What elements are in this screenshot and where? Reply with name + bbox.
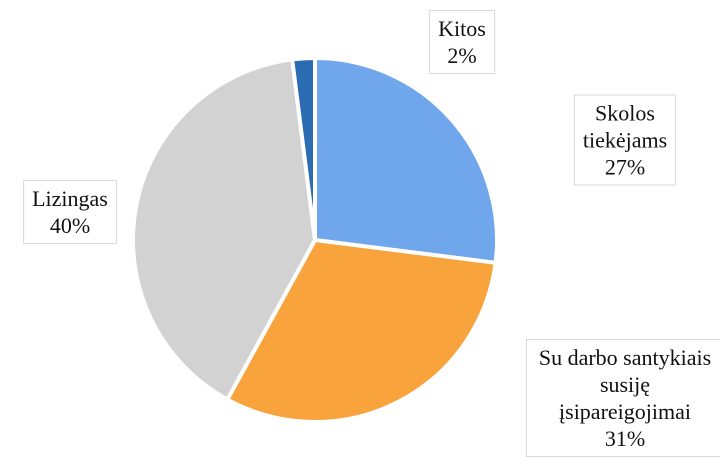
slice-label: Lizingas 40% xyxy=(23,180,117,244)
slice-label: Kitos 2% xyxy=(429,10,495,74)
slice-percent: 31% xyxy=(604,426,646,451)
pie-slice xyxy=(313,55,499,266)
slice-percent: 27% xyxy=(604,154,646,180)
slice-percent: 2% xyxy=(447,43,477,68)
slice-percent: 40% xyxy=(49,213,91,238)
pie-slice xyxy=(289,55,317,241)
slice-name: Kitos xyxy=(438,16,486,41)
slice-name: Su darbo santykiais susiję įsipareigojim… xyxy=(538,345,712,424)
slice-label: Su darbo santykiais susiję įsipareigojim… xyxy=(526,339,720,457)
slice-label: Skolos tiekėjams 27% xyxy=(573,94,677,186)
slice-name: Skolos tiekėjams xyxy=(582,100,668,153)
slice-name: Lizingas xyxy=(32,186,108,211)
pie-slice xyxy=(224,237,498,424)
pie-slice xyxy=(131,57,318,403)
